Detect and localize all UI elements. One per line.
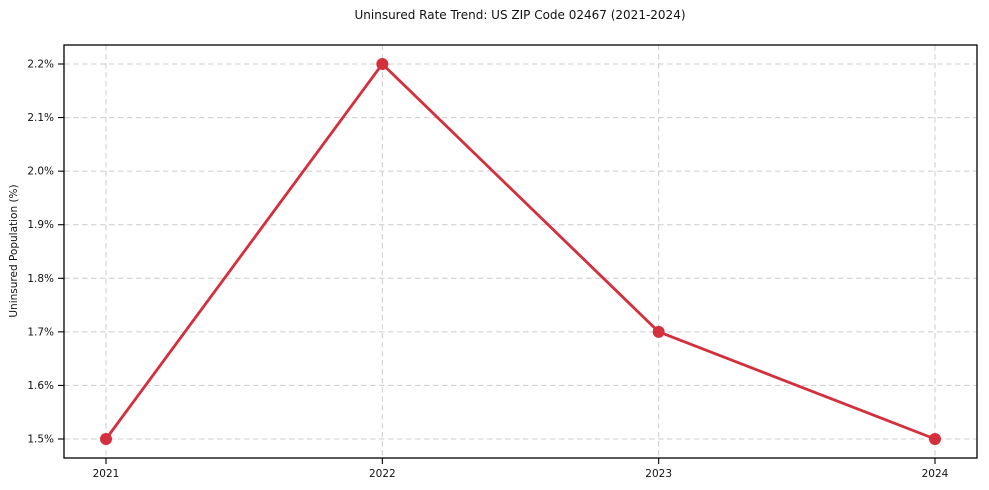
y-tick-label: 1.6% <box>27 380 54 392</box>
chart-title: Uninsured Rate Trend: US ZIP Code 02467 … <box>354 8 686 22</box>
y-tick-label: 2.2% <box>27 59 54 71</box>
x-tick-label: 2022 <box>369 468 396 480</box>
plot-border <box>63 44 978 459</box>
data-point <box>652 325 665 338</box>
x-tick-label: 2021 <box>93 468 120 480</box>
y-tick-label: 2.1% <box>27 112 54 124</box>
y-tick-label: 1.8% <box>27 273 54 285</box>
x-tick-label: 2023 <box>645 468 672 480</box>
y-tick-label: 2.0% <box>27 166 54 178</box>
y-tick-label: 1.9% <box>27 219 54 231</box>
y-tick-label: 1.7% <box>27 326 54 338</box>
data-line <box>104 62 937 441</box>
y-tick-label: 1.5% <box>27 434 54 446</box>
data-point <box>929 433 941 445</box>
data-point <box>376 58 389 70</box>
data-point <box>100 433 112 445</box>
x-tick-label: 2024 <box>922 468 949 480</box>
